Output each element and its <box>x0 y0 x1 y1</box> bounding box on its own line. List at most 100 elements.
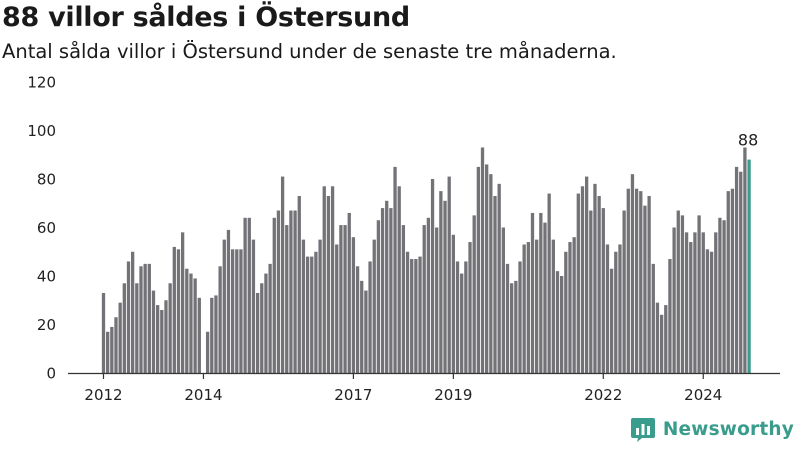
bar <box>643 205 647 373</box>
bar <box>101 292 106 373</box>
bar <box>451 234 456 373</box>
bar <box>143 263 147 374</box>
chart-subtitle: Antal sålda villor i Östersund under de … <box>2 40 617 63</box>
bar <box>493 195 497 373</box>
y-tick-label: 60 <box>37 219 56 237</box>
bar <box>618 244 622 373</box>
bar <box>726 191 730 374</box>
bar <box>518 261 522 373</box>
bar <box>164 300 168 373</box>
bar <box>514 280 518 373</box>
bar <box>551 239 555 374</box>
bar <box>405 251 410 373</box>
bar <box>714 232 718 373</box>
bar <box>455 261 460 373</box>
bar <box>197 297 201 373</box>
bar <box>222 239 226 374</box>
bar-chart-logo-icon <box>630 418 655 442</box>
bar <box>268 263 272 374</box>
last-value-label: 88 <box>738 131 758 150</box>
bar <box>305 256 310 373</box>
bar <box>172 246 176 373</box>
x-axis: 2012 2014 2017 2019 2022 2024 <box>68 372 780 404</box>
bar <box>626 188 630 373</box>
bar <box>526 242 530 373</box>
bar <box>122 283 126 373</box>
bar <box>564 251 568 373</box>
bar <box>185 268 189 373</box>
bar <box>260 283 264 373</box>
bar <box>609 268 614 373</box>
bar <box>460 273 464 373</box>
bar <box>555 271 560 373</box>
bar <box>705 249 710 373</box>
bar <box>330 186 335 373</box>
bar <box>430 179 435 373</box>
bar <box>351 237 356 373</box>
x-tick-label: 2022 <box>584 386 622 404</box>
bar <box>264 273 268 373</box>
bar <box>734 166 739 374</box>
bar <box>701 232 705 373</box>
bar <box>189 273 193 373</box>
bar <box>572 237 576 373</box>
bar <box>580 186 585 373</box>
y-tick-label: 40 <box>37 268 56 286</box>
bar <box>439 191 443 374</box>
bar <box>689 242 693 373</box>
y-tick-label: 100 <box>27 122 56 140</box>
bar <box>347 212 351 373</box>
bar <box>131 251 135 373</box>
bar <box>255 292 260 373</box>
bar <box>243 217 247 373</box>
bars <box>101 147 751 374</box>
bar <box>622 210 626 373</box>
bar <box>397 186 401 373</box>
bar <box>722 220 726 373</box>
bar <box>743 147 747 373</box>
bar <box>693 232 697 373</box>
bar <box>355 266 360 373</box>
bar <box>293 210 297 373</box>
bar <box>322 186 326 373</box>
bar <box>289 210 293 373</box>
bar <box>435 227 439 373</box>
brand-name: Newsworthy <box>662 418 794 440</box>
bar <box>385 200 389 373</box>
bar <box>147 263 151 374</box>
bar <box>597 195 601 373</box>
bar <box>226 229 231 373</box>
bar <box>476 166 480 374</box>
bar <box>139 266 143 373</box>
newsworthy-logo[interactable]: Newsworthy <box>630 414 794 444</box>
bar <box>730 188 735 373</box>
bar <box>672 227 676 373</box>
bar <box>639 191 643 374</box>
x-tick-label: 2017 <box>334 386 372 404</box>
bar <box>601 208 605 373</box>
bar <box>418 256 422 373</box>
bar <box>605 244 610 373</box>
bar <box>364 290 368 373</box>
bar <box>464 261 468 373</box>
bar <box>589 210 593 373</box>
x-tick-label: 2024 <box>684 386 722 404</box>
bar <box>401 225 406 373</box>
bar <box>414 259 418 373</box>
bar <box>218 266 222 373</box>
bar <box>251 239 256 374</box>
bar <box>389 208 393 373</box>
y-tick-label: 80 <box>37 171 56 189</box>
bar <box>110 326 114 373</box>
bar <box>280 176 285 373</box>
bar <box>230 249 235 373</box>
bar <box>118 302 122 373</box>
bar <box>380 208 385 373</box>
bar <box>360 280 364 373</box>
bar <box>335 244 339 373</box>
y-tick-label: 0 <box>46 365 56 383</box>
bar <box>272 217 276 373</box>
bar <box>655 302 660 373</box>
bar <box>651 263 655 374</box>
